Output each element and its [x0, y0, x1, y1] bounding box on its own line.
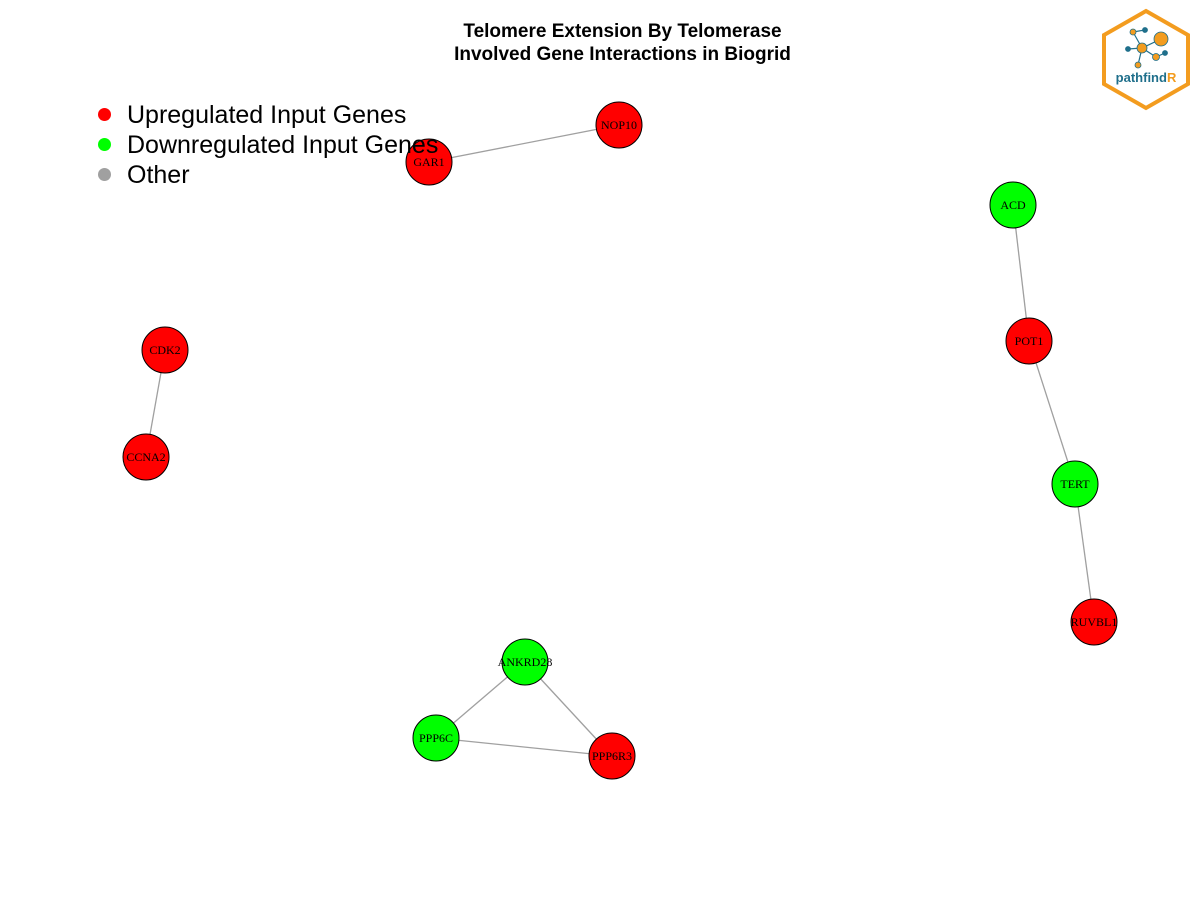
node-label-pot1: POT1 [1015, 334, 1044, 348]
legend-label-upregulated: Upregulated Input Genes [127, 101, 407, 129]
node-ppp6c: PPP6C [412, 714, 460, 762]
logo-hexagon [1102, 8, 1190, 111]
node-label-gar1: GAR1 [413, 155, 444, 169]
logo-text-accent: R [1167, 70, 1177, 85]
legend-dot-other [98, 168, 111, 181]
node-circle-gar1 [405, 138, 453, 186]
legend-label-downregulated: Downregulated Input Genes [127, 131, 439, 159]
chart-title: Telomere Extension By Telomerase Involve… [0, 20, 1200, 66]
node-label-ruvbl1: RUVBL1 [1071, 615, 1118, 629]
edge-ppp6c-ppp6r3 [435, 737, 613, 757]
node-cdk2: CDK2 [141, 326, 189, 374]
node-circle-ruvbl1 [1070, 598, 1118, 646]
nodes-layer: NOP10 GAR1 ACD POT1 TERT RUVBL1 CDK2 CCNA2 ANKRD… [122, 101, 1118, 780]
node-ccna2: CCNA2 [122, 433, 170, 481]
edge-gar1-nop10 [428, 124, 620, 163]
node-circle-ankrd28 [501, 638, 549, 686]
legend-item-other: Other [96, 160, 438, 190]
node-label-ppp6r3: PPP6R3 [592, 749, 632, 763]
node-gar1: GAR1 [405, 138, 453, 186]
node-label-nop10: NOP10 [601, 118, 637, 132]
legend: Upregulated Input Genes Downregulated In… [96, 100, 438, 190]
node-label-ankrd28: ANKRD28 [498, 655, 553, 669]
node-circle-cdk2 [141, 326, 189, 374]
node-circle-ccna2 [122, 433, 170, 481]
pathfindr-logo: pathfindR [1102, 8, 1190, 111]
logo-network-nodes [1125, 27, 1169, 69]
node-circle-pot1 [1005, 317, 1053, 365]
node-acd: ACD [989, 181, 1037, 229]
node-pot1: POT1 [1005, 317, 1053, 365]
legend-dot-upregulated [98, 108, 111, 121]
node-label-ccna2: CCNA2 [126, 450, 165, 464]
node-label-cdk2: CDK2 [149, 343, 180, 357]
node-tert: TERT [1051, 460, 1099, 508]
title-line-2: Involved Gene Interactions in Biogrid [454, 44, 791, 65]
legend-item-upregulated: Upregulated Input Genes [96, 100, 438, 130]
node-nop10: NOP10 [595, 101, 643, 149]
legend-dot-downregulated [98, 138, 111, 151]
node-circle-ppp6r3 [588, 732, 636, 780]
logo-text-main: pathfind [1116, 70, 1167, 85]
node-label-ppp6c: PPP6C [419, 731, 453, 745]
node-ankrd28: ANKRD28 [498, 638, 553, 686]
title-line-1: Telomere Extension By Telomerase [463, 21, 782, 42]
node-label-acd: ACD [1000, 198, 1026, 212]
node-label-tert: TERT [1060, 477, 1090, 491]
legend-label-other: Other [127, 161, 190, 189]
legend-item-downregulated: Downregulated Input Genes [96, 130, 438, 160]
edges-layer [145, 124, 1095, 757]
node-circle-acd [989, 181, 1037, 229]
node-circle-nop10 [595, 101, 643, 149]
edge-pot1-tert [1028, 340, 1076, 485]
logo-text: pathfindR [1116, 70, 1177, 85]
node-circle-ppp6c [412, 714, 460, 762]
node-ruvbl1: RUVBL1 [1070, 598, 1118, 646]
node-ppp6r3: PPP6R3 [588, 732, 636, 780]
node-circle-tert [1051, 460, 1099, 508]
